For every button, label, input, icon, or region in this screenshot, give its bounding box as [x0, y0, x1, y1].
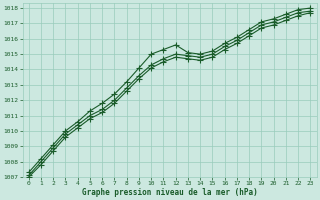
X-axis label: Graphe pression niveau de la mer (hPa): Graphe pression niveau de la mer (hPa): [82, 188, 258, 197]
